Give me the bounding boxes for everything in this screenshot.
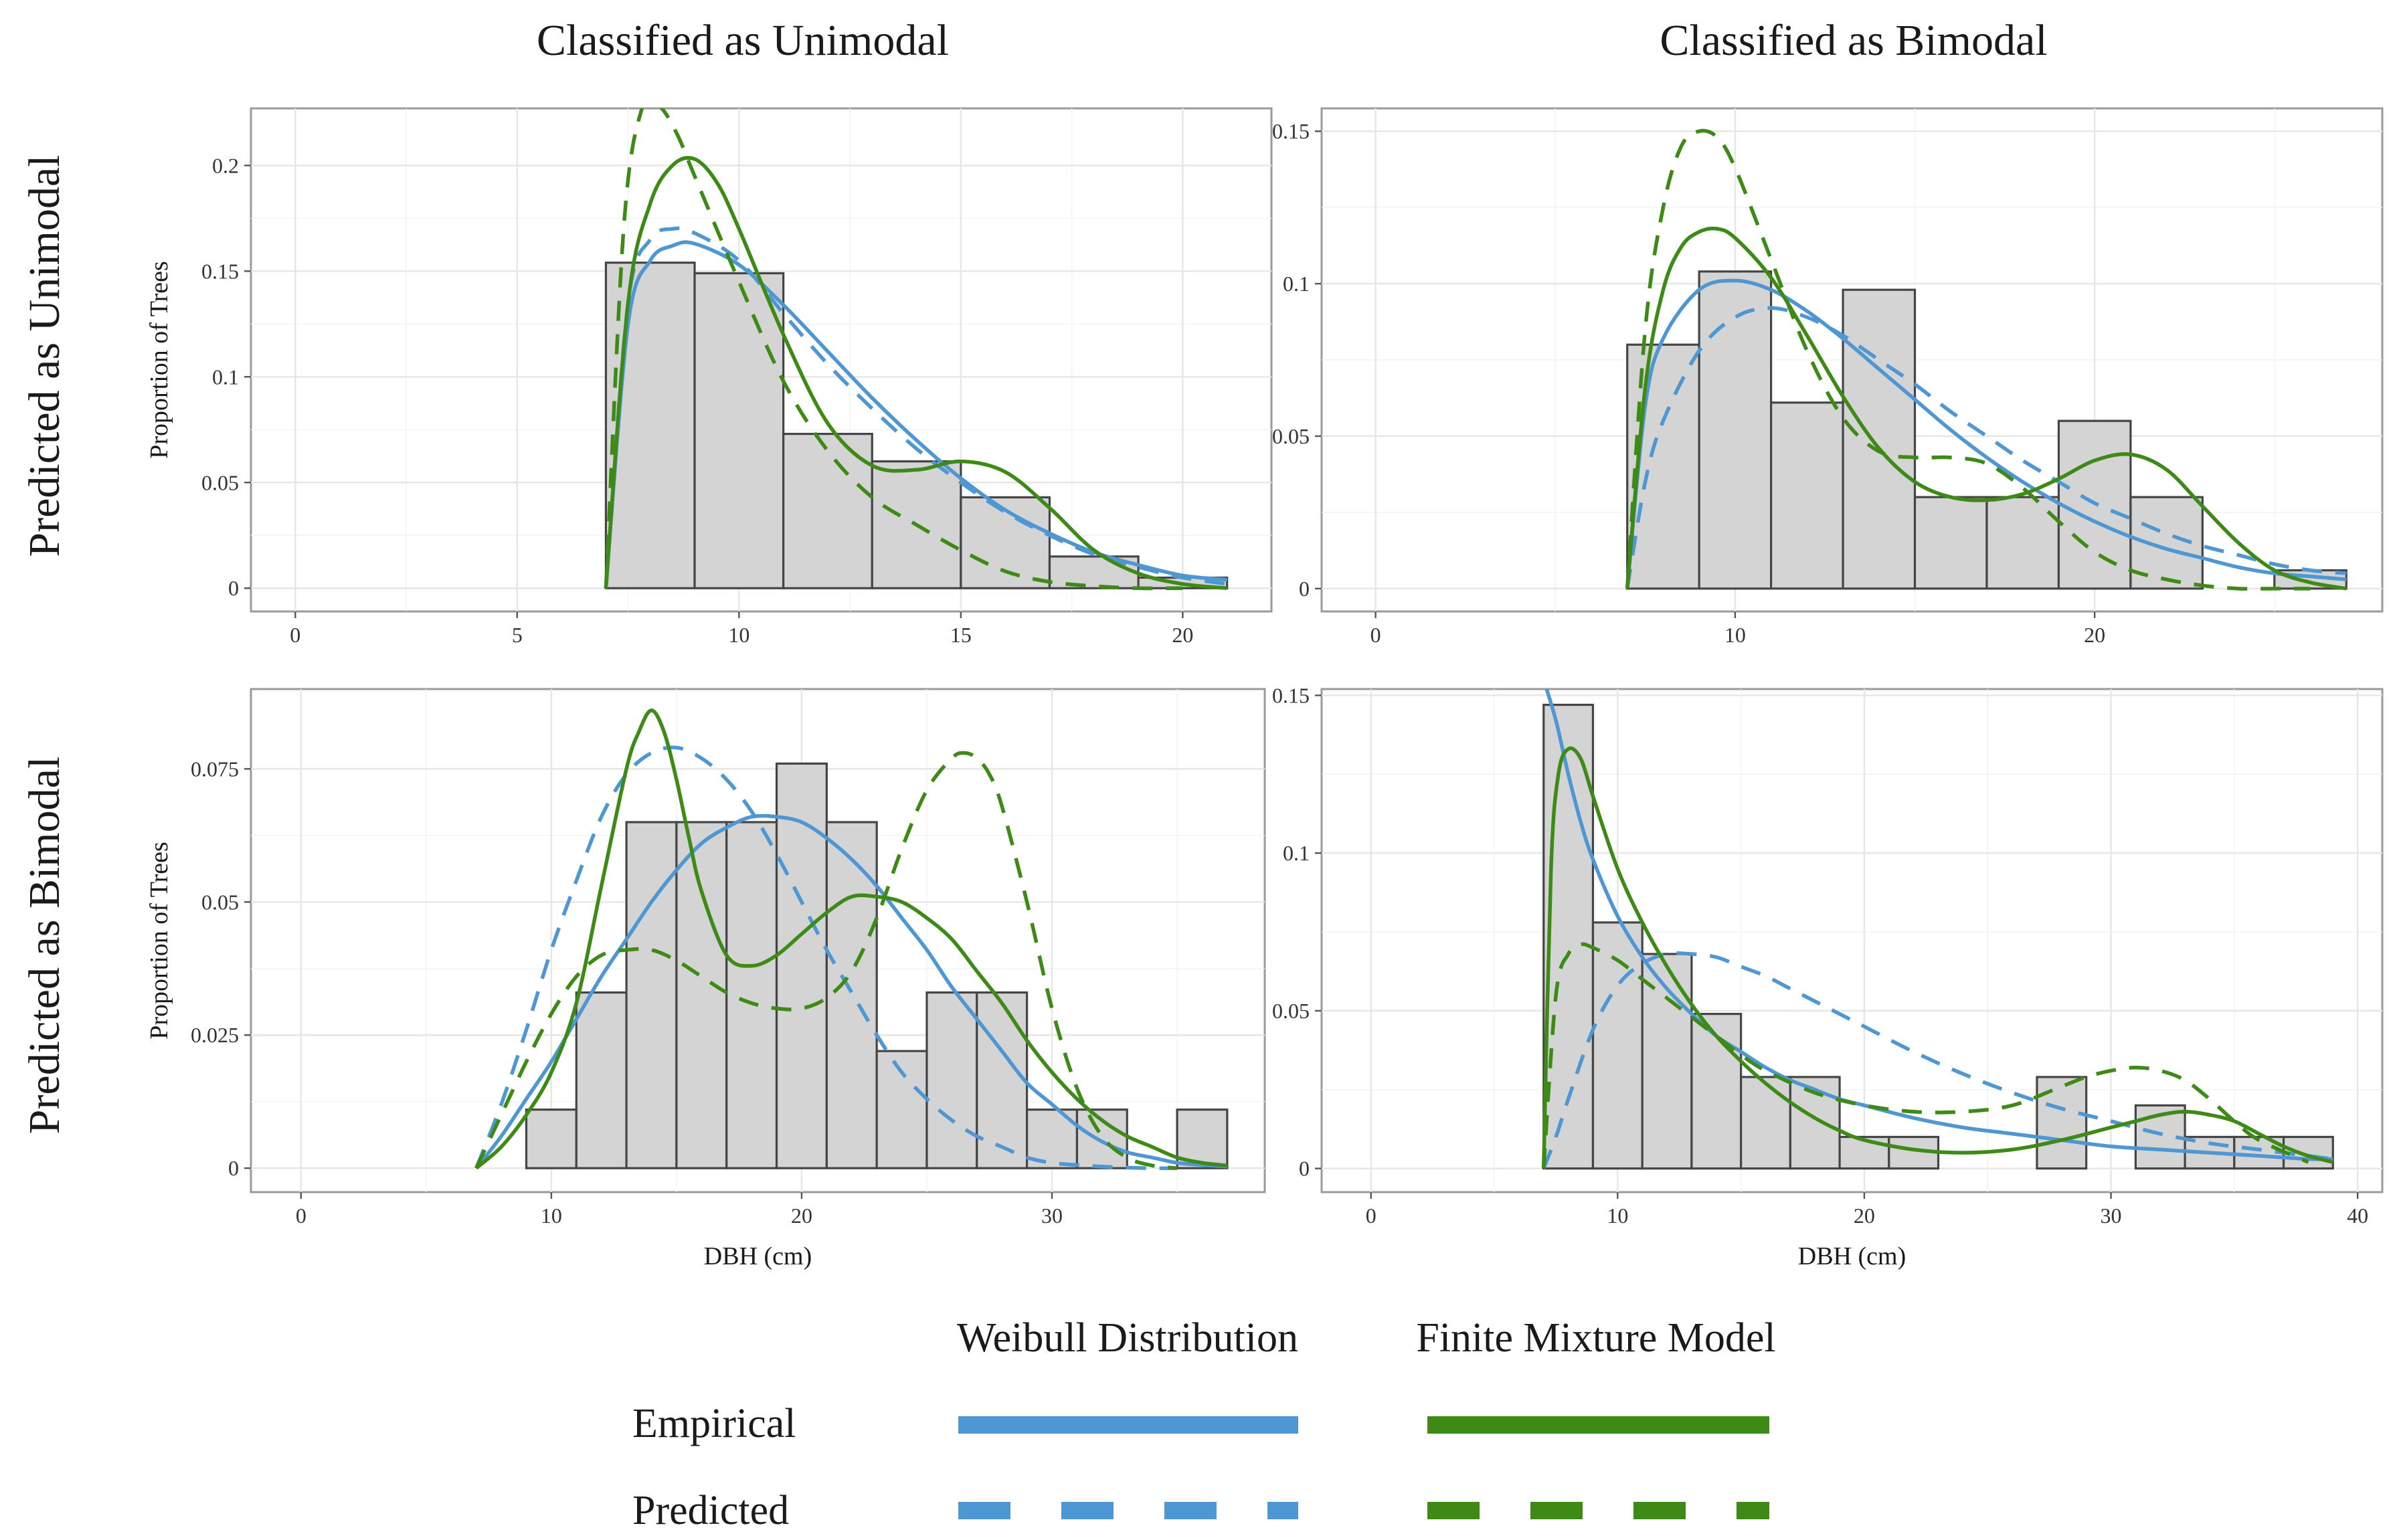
y-tick-label: 0.15	[201, 259, 239, 283]
histogram-bar	[875, 1050, 928, 1169]
y-axis-label: Proportion of Trees	[145, 842, 173, 1040]
y-tick-label: 0.1	[212, 365, 239, 389]
x-tick-label: 20	[1854, 1204, 1875, 1228]
histogram-bar	[925, 991, 978, 1169]
y-tick-label: 0.05	[1272, 999, 1310, 1023]
curve-mixture-predicted	[474, 751, 1178, 1170]
x-tick-label: 10	[541, 1204, 562, 1228]
x-tick-label: 0	[296, 1204, 306, 1228]
y-tick-label: 0.075	[191, 757, 239, 781]
curve-weibull-empirical	[1625, 278, 2347, 589]
curve-mixture-empirical	[1625, 226, 2347, 591]
histogram-bar	[625, 821, 678, 1169]
x-tick-label: 0	[1370, 623, 1381, 647]
y-tick-label: 0	[1299, 1157, 1310, 1181]
row-title-predicted-unimodal: Predicted as Unimodal	[20, 155, 69, 557]
x-tick-label: 5	[512, 623, 523, 647]
curve-weibull-predicted	[604, 226, 1228, 589]
histogram-bar	[825, 821, 878, 1169]
x-tick-label: 0	[1366, 1204, 1377, 1228]
histogram-bar	[1985, 496, 2060, 590]
y-tick-label: 0.05	[1272, 424, 1310, 448]
y-tick-label: 0.2	[212, 153, 239, 177]
y-tick-label: 0.05	[201, 470, 239, 494]
histogram-bar	[1740, 1076, 1791, 1170]
histogram-bar	[976, 991, 1029, 1169]
curve-weibull-predicted	[1542, 951, 2333, 1169]
curve-mixture-empirical	[604, 156, 1227, 590]
curve-mixture-predicted	[1625, 128, 2311, 591]
x-tick-label: 20	[1172, 623, 1193, 647]
panel-bottom-right: 0 10 20 30 40 0 0.05 0.1 0.15 DBH (cm)	[1272, 683, 2384, 1270]
x-axis-label: DBH (cm)	[704, 1242, 812, 1270]
x-tick-label: 30	[2101, 1204, 2122, 1228]
x-tick-label: 20	[2084, 623, 2105, 647]
curve-weibull-predicted	[1625, 306, 2347, 589]
plot-area	[1320, 688, 2384, 1193]
histogram-bar	[1842, 288, 1917, 590]
histogram-bar	[525, 1109, 578, 1169]
y-tick-label: 0.15	[1272, 683, 1310, 707]
x-tick-label: 10	[1724, 623, 1746, 647]
histogram-bar	[1770, 401, 1844, 590]
y-axis-label: Proportion of Trees	[145, 261, 173, 459]
y-tick-label: 0.05	[201, 890, 239, 914]
panel-top-right: 0 10 20 0 0.05 0.1 0.15	[1272, 107, 2384, 647]
y-tick-label: 0	[1299, 577, 1310, 601]
curve-mixture-empirical	[1541, 746, 2333, 1169]
y-tick-label: 0.1	[1283, 841, 1310, 865]
curve-mixture-predicted	[604, 108, 1183, 591]
x-tick-label: 40	[2347, 1204, 2368, 1228]
column-title-bimodal: Classified as Bimodal	[1660, 16, 2047, 65]
legend-label-empirical: Empirical	[632, 1401, 796, 1446]
panel-bottom-left: 0 10 20 30 0 0.025 0.05 0.075 Proportion of Tree…	[145, 688, 1266, 1270]
row-title-predicted-bimodal: Predicted as Bimodal	[20, 757, 69, 1135]
x-tick-label: 0	[290, 623, 300, 647]
y-tick-label: 0.15	[1272, 119, 1310, 143]
y-tick-label: 0.025	[191, 1023, 239, 1047]
legend: Weibull Distribution Finite Mixture Mode…	[632, 1315, 1776, 1533]
legend-header-mixture: Finite Mixture Model	[1416, 1315, 1775, 1361]
x-tick-label: 10	[728, 623, 749, 647]
panel-top-left: 0 5 10 15 20 0 0.05 0.1 0.15 0.2 Proportion of Tre…	[145, 107, 1273, 647]
x-tick-label: 30	[1041, 1204, 1063, 1228]
y-tick-label: 0.1	[1283, 272, 1310, 296]
histogram-bar	[1591, 921, 1644, 1170]
legend-header-weibull: Weibull Distribution	[957, 1315, 1298, 1361]
curve-weibull-empirical	[1544, 689, 2333, 1161]
legend-label-predicted: Predicted	[632, 1488, 789, 1533]
histogram-bar	[575, 991, 628, 1169]
x-tick-label: 20	[791, 1204, 812, 1228]
y-tick-label: 0	[228, 1156, 239, 1180]
histogram-bar	[1698, 270, 1773, 590]
x-tick-label: 10	[1607, 1204, 1628, 1228]
histogram-bar	[675, 821, 728, 1169]
histogram-bar	[693, 272, 785, 589]
y-tick-label: 0	[228, 576, 239, 600]
x-tick-label: 15	[950, 623, 972, 647]
histogram-bar	[1913, 496, 1988, 590]
x-axis-label: DBH (cm)	[1798, 1242, 1906, 1270]
curve-mixture-empirical	[474, 708, 1228, 1170]
histogram-bar	[2036, 1076, 2088, 1170]
column-title-unimodal: Classified as Unimodal	[537, 16, 949, 65]
histogram-bar	[775, 762, 828, 1169]
curve-mixture-predicted	[1541, 942, 2309, 1169]
curve-weibull-empirical	[474, 813, 1228, 1169]
histogram-bar	[725, 821, 778, 1169]
